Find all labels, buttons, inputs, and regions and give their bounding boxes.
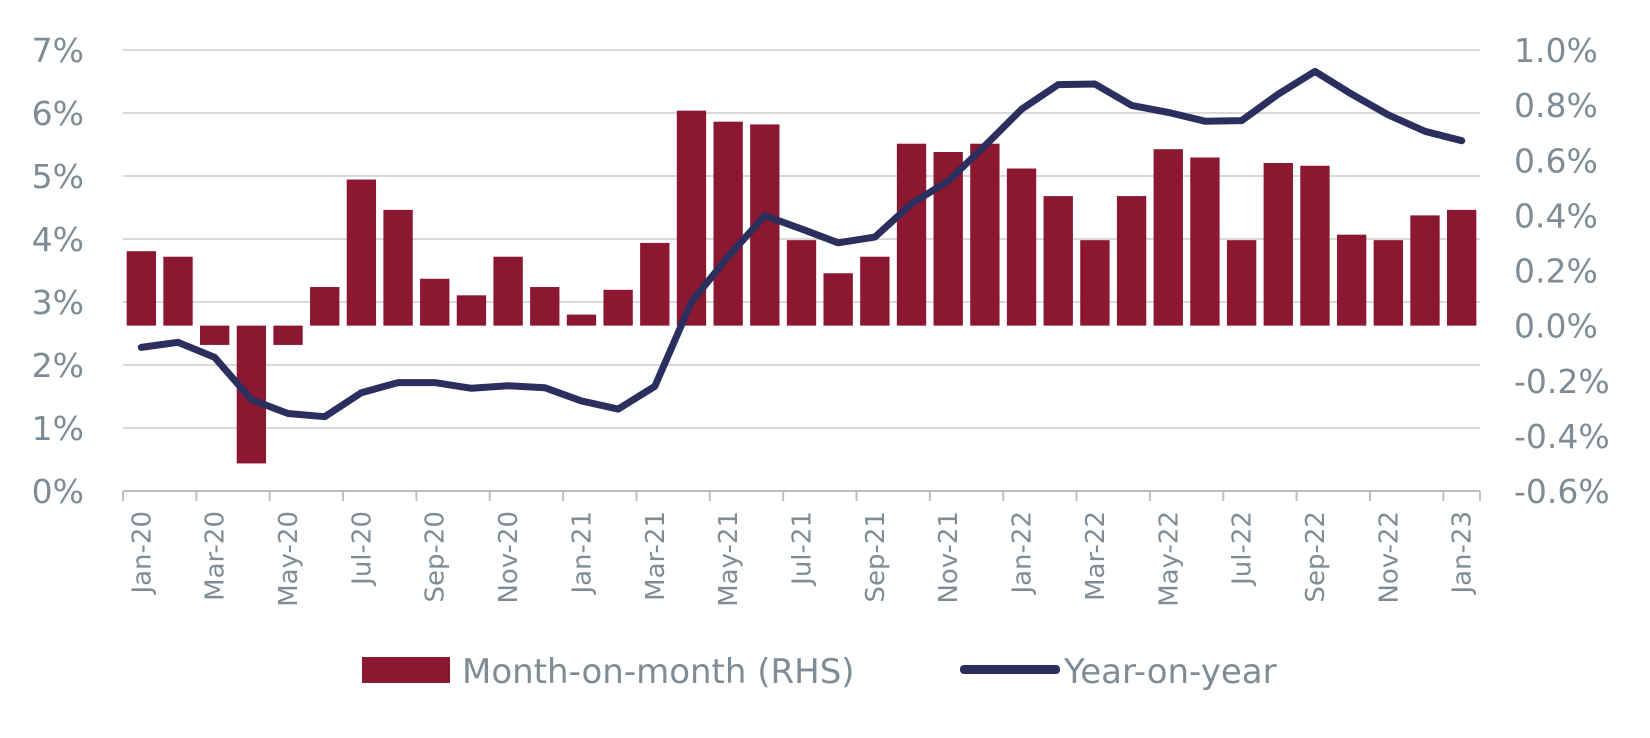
x-tick-label: Nov-22: [1374, 511, 1404, 604]
bar: [823, 273, 853, 326]
bar: [163, 256, 193, 326]
bar: [860, 256, 890, 326]
bar: [896, 143, 927, 326]
left-tick-label: 4%: [32, 220, 84, 259]
x-tick-label: Jul-22: [1228, 511, 1258, 587]
x-tick-label: Jan-20: [127, 511, 157, 596]
legend-swatch-line: [960, 665, 1060, 674]
x-tick-label: Nov-21: [934, 511, 964, 604]
x-tick-label: Jan-23: [1448, 511, 1478, 596]
bar: [383, 209, 413, 326]
bar: [786, 240, 817, 326]
bar: [713, 121, 743, 326]
x-tick-label: May-20: [274, 511, 304, 607]
bar: [1446, 209, 1477, 326]
left-tick-label: 6%: [32, 94, 84, 133]
x-axis: Jan-20 Mar-20 May-20 Jul-20 Sep-20 Nov-20 Jan-…: [122, 490, 1481, 607]
bar: [420, 278, 450, 326]
bar: [1263, 163, 1293, 326]
bar: [346, 179, 377, 326]
bar: [1080, 240, 1110, 326]
left-tick-label: 1%: [32, 409, 84, 448]
x-tick-label: Jul-21: [788, 511, 818, 587]
right-tick-label: 0.2%: [1514, 252, 1598, 291]
bar: [126, 251, 157, 326]
bar: [1300, 165, 1330, 326]
right-tick-label: -0.6%: [1514, 472, 1610, 511]
left-tick-label: 5%: [32, 157, 84, 196]
bar: [1410, 215, 1440, 326]
x-tick-label: Sep-22: [1301, 511, 1331, 602]
bar: [603, 289, 633, 326]
x-tick-label: Jan-22: [1008, 511, 1038, 596]
x-tick-label: Jul-20: [347, 511, 377, 587]
bar: [1043, 196, 1073, 326]
x-tick-label: Mar-22: [1081, 511, 1111, 601]
bar: [530, 287, 560, 326]
bar: [310, 287, 340, 326]
x-tick-label: Sep-21: [861, 511, 891, 602]
bar: [640, 242, 670, 326]
bar: [200, 325, 230, 345]
left-tick-label: 2%: [32, 346, 84, 385]
left-axis-ticks: 0% 1% 2% 3% 4% 5% 6% 7%: [32, 31, 84, 511]
bar: [970, 143, 1000, 326]
bar: [493, 256, 523, 326]
right-tick-label: 0.8%: [1514, 86, 1598, 125]
legend-label-line: Year-on-year: [1063, 652, 1277, 692]
right-tick-label: 1.0%: [1514, 31, 1598, 70]
left-tick-label: 7%: [32, 31, 84, 70]
bar: [1116, 196, 1147, 326]
line-series: [137, 67, 1466, 421]
legend-label-bar: Month-on-month (RHS): [462, 652, 855, 692]
bar: [1190, 157, 1220, 326]
x-tick-label: Mar-20: [201, 511, 231, 601]
right-tick-label: 0.0%: [1514, 307, 1598, 346]
left-tick-label: 0%: [32, 472, 84, 511]
bar: [1006, 168, 1037, 326]
bar: [273, 325, 303, 345]
line-path: [137, 67, 1466, 421]
right-tick-label: -0.2%: [1514, 362, 1610, 401]
bar: [1336, 234, 1367, 326]
x-tick-label: Nov-20: [494, 511, 524, 604]
legend-swatch-bar: [362, 657, 450, 683]
right-tick-label: 0.6%: [1514, 141, 1598, 180]
right-axis-ticks: -0.6% -0.4% -0.2% 0.0% 0.2% 0.4% 0.6% 0.8% 1.0%: [1514, 31, 1610, 511]
bar: [456, 295, 487, 326]
x-tick-label: May-22: [1154, 511, 1184, 607]
x-tick-label: Sep-20: [421, 511, 451, 602]
x-tick-label: May-21: [714, 511, 744, 607]
bar: [1153, 149, 1183, 326]
x-tick-label: Mar-21: [641, 511, 671, 601]
x-tick-label: Jan-21: [567, 511, 597, 596]
legend: Month-on-month (RHS) Year-on-year: [362, 652, 1277, 692]
bar: [1373, 240, 1403, 326]
right-tick-label: -0.4%: [1514, 417, 1610, 456]
bar: [1226, 240, 1257, 326]
left-tick-label: 3%: [32, 283, 84, 322]
bar-series: [126, 110, 1477, 464]
right-tick-label: 0.4%: [1514, 196, 1598, 235]
bar: [566, 314, 597, 326]
